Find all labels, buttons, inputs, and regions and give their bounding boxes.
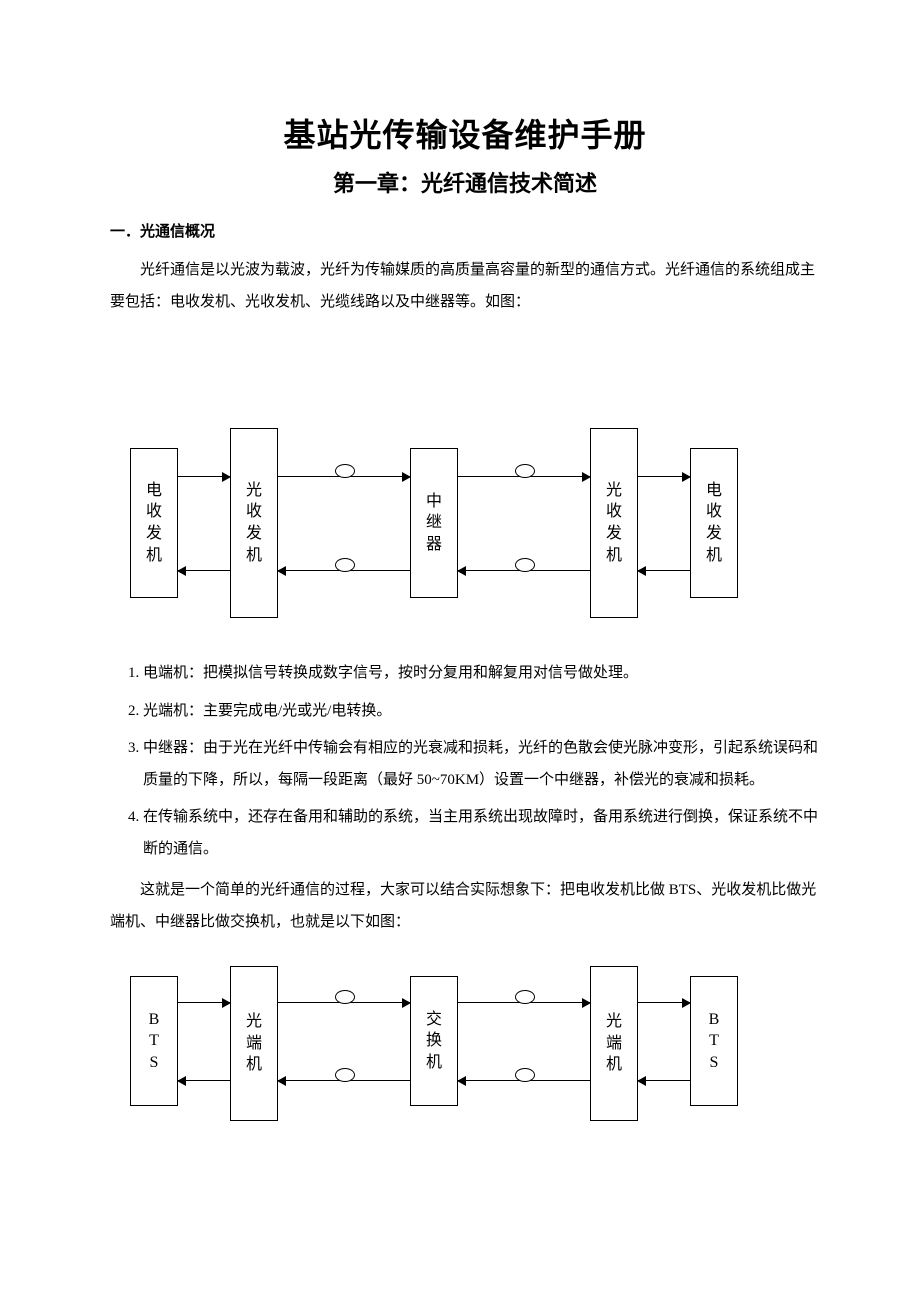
diagram-edge	[178, 1080, 230, 1081]
list-item: 光端机：主要完成电/光或光/电转换。	[143, 696, 820, 728]
intro-paragraph: 光纤通信是以光波为载波，光纤为传输媒质的高质量高容量的新型的通信方式。光纤通信的…	[110, 255, 820, 318]
diagram-node: 中继器	[410, 448, 458, 598]
bts-analogy-diagram: BTS 光端机 交换机 光端机 BTS	[110, 966, 810, 1136]
diagram-edge	[178, 570, 230, 571]
fiber-loop-icon	[515, 558, 535, 572]
list-item: 中继器：由于光在光纤中传输会有相应的光衰减和损耗，光纤的色散会使光脉冲变形，引起…	[143, 733, 820, 796]
list-item: 电端机：把模拟信号转换成数字信号，按时分复用和解复用对信号做处理。	[143, 658, 820, 690]
fiber-loop-icon	[515, 1068, 535, 1082]
section-heading: 一．光通信概况	[110, 220, 820, 241]
fiber-loop-icon	[335, 990, 355, 1004]
diagram-edge	[638, 476, 690, 477]
diagram-node: BTS	[130, 976, 178, 1106]
analogy-paragraph: 这就是一个简单的光纤通信的过程，大家可以结合实际想象下：把电收发机比做 BTS、…	[110, 875, 820, 938]
diagram-edge	[638, 1002, 690, 1003]
diagram-node: BTS	[690, 976, 738, 1106]
diagram-node: 电收发机	[690, 448, 738, 598]
diagram-node: 光收发机	[590, 428, 638, 618]
diagram-edge	[638, 1080, 690, 1081]
component-list: 电端机：把模拟信号转换成数字信号，按时分复用和解复用对信号做处理。光端机：主要完…	[110, 658, 820, 865]
document-title: 基站光传输设备维护手册	[110, 110, 820, 156]
diagram-node: 光收发机	[230, 428, 278, 618]
chapter-title: 第一章：光纤通信技术简述	[110, 166, 820, 198]
diagram-node: 光端机	[230, 966, 278, 1121]
diagram-node: 光端机	[590, 966, 638, 1121]
fiber-loop-icon	[335, 464, 355, 478]
fiber-loop-icon	[335, 558, 355, 572]
fiber-loop-icon	[515, 990, 535, 1004]
list-item: 在传输系统中，还存在备用和辅助的系统，当主用系统出现故障时，备用系统进行倒换，保…	[143, 802, 820, 865]
fiber-loop-icon	[515, 464, 535, 478]
diagram-node: 电收发机	[130, 448, 178, 598]
document-page: 基站光传输设备维护手册 第一章：光纤通信技术简述 一．光通信概况 光纤通信是以光…	[0, 0, 920, 1302]
diagram-edge	[178, 476, 230, 477]
system-composition-diagram: 电收发机 光收发机 中继器 光收发机 电收发机	[110, 428, 810, 628]
fiber-loop-icon	[335, 1068, 355, 1082]
diagram-node: 交换机	[410, 976, 458, 1106]
diagram-edge	[638, 570, 690, 571]
diagram-edge	[178, 1002, 230, 1003]
